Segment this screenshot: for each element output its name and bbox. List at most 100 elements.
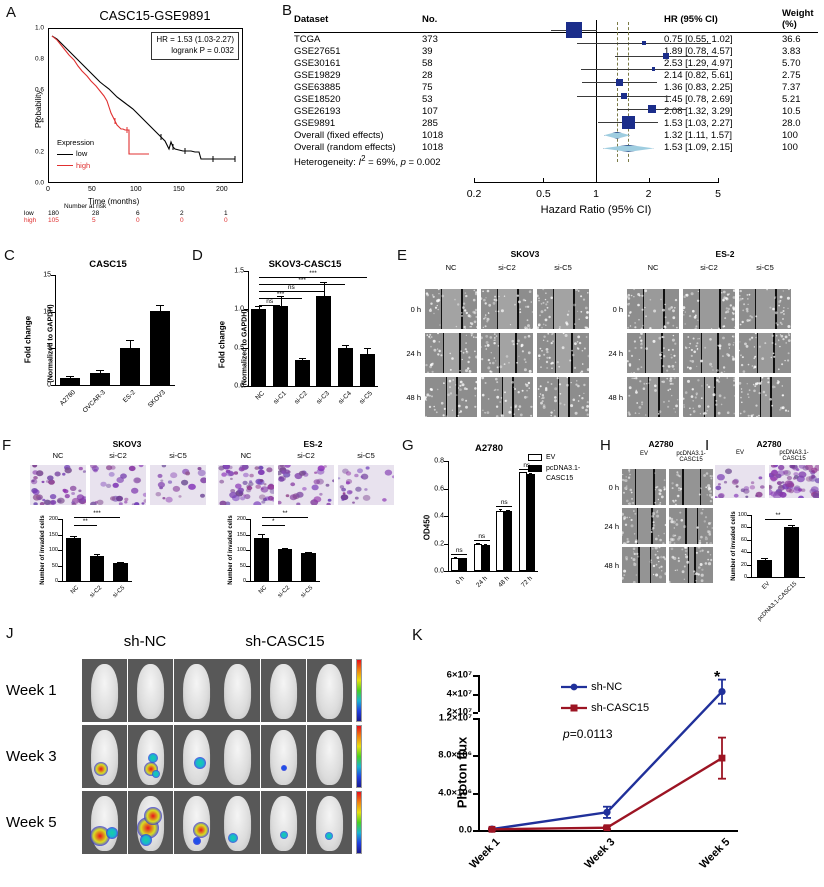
- y-tick-label: 2×10⁷: [410, 707, 472, 718]
- mouse-body: [224, 796, 252, 851]
- table-row: GSE63885 75 1.36 [0.83, 2.25] 7.37: [294, 81, 818, 93]
- y-tick-label: 0.5: [212, 344, 244, 351]
- row-header-48h: 48 h: [601, 393, 623, 402]
- wound-healing-image: [739, 333, 791, 373]
- x-axis: [62, 581, 132, 582]
- forest-dataset: TCGA: [294, 33, 422, 46]
- legend-swatch-ev: [528, 454, 542, 461]
- panel-b-heterogeneity: Heterogeneity: I2 = 69%, p = 0.002: [294, 153, 818, 168]
- bar: [451, 558, 459, 571]
- mouse-image: [128, 659, 173, 722]
- sig-label: *: [262, 518, 285, 525]
- stained-cells: [715, 465, 765, 498]
- sig-label: ***: [259, 277, 346, 284]
- wound-healing-image: [425, 377, 477, 417]
- sig-bar: [765, 519, 792, 520]
- invasion-image: [90, 465, 146, 505]
- panel-i-invasion-a2780: I A2780 EV pcDNA3.1-CASC15 0 20 40 60 80 100 EV p…: [705, 435, 824, 615]
- panel-b-table: Dataset No. HR (95% CI) Weight (%) TCGA 3…: [294, 8, 818, 168]
- panel-k-ylabel: Photon flux: [455, 703, 470, 843]
- mouse-image: [261, 725, 306, 788]
- luminescence-spot: [193, 837, 201, 845]
- y-tick: [58, 566, 62, 567]
- panel-i-content: EV pcDNA3.1-CASC15 0 20 40 60 80 100 EV pcDNA3.1-…: [705, 435, 824, 615]
- panel-h-image-grid: EV pcDNA3.1-CASC15 0 h 24 h 48 h: [600, 435, 710, 615]
- legend-marker-shnc: [560, 682, 588, 692]
- error-cap: [305, 552, 312, 553]
- forest-n: 53: [422, 93, 474, 105]
- panel-c-title: CASC15: [38, 259, 178, 270]
- mouse-image: [215, 791, 260, 854]
- panel-k-label: K: [412, 627, 423, 645]
- wound-healing-image: [425, 289, 477, 329]
- axis-tick-2: [649, 178, 650, 183]
- wound-healing-image: [683, 289, 735, 329]
- column-header-NC: NC: [425, 263, 477, 272]
- y-tick-label: 4.0×10⁶: [410, 787, 472, 798]
- error-cap: [342, 345, 349, 346]
- panel-f-ylabel-SKOV3: Number of invaded cells: [40, 507, 46, 593]
- forest-hr-ci: 2.53 [1.29, 4.97]: [664, 57, 772, 69]
- bar: [496, 511, 504, 571]
- panel-k-sig-star: *: [714, 669, 720, 687]
- col-header-plot: [474, 8, 664, 33]
- y-tick: [244, 309, 248, 310]
- wound-healing-image: [627, 333, 679, 373]
- luminescence-spot: [193, 822, 209, 838]
- mouse-image: [261, 659, 306, 722]
- forest-weight: 7.37: [772, 81, 818, 93]
- table-row: GSE27651 39 1.89 [0.78, 4.57] 3.83: [294, 45, 818, 57]
- sig-label: ns: [519, 462, 535, 469]
- sig-label: ***: [74, 510, 121, 517]
- sig-label: ns: [496, 499, 512, 506]
- mouse-image: [307, 659, 352, 722]
- error-cap: [94, 554, 101, 555]
- color-scale-bar: [356, 791, 362, 854]
- y-axis: [62, 519, 63, 581]
- sig-bar: [259, 305, 281, 306]
- forest-weight: 100: [772, 141, 818, 153]
- invasion-image: [30, 465, 86, 505]
- x-axis: [751, 577, 805, 578]
- bar: [338, 348, 353, 386]
- column-header-si-C5: si-C5: [338, 451, 394, 460]
- y-tick-label: 8.0×10⁶: [410, 750, 472, 761]
- column-header-1: pcDNA3.1-CASC15: [769, 450, 819, 463]
- row-header-48h: 48 h: [399, 393, 421, 402]
- col-header-hr: HR (95% CI): [664, 8, 772, 33]
- error-cap: [761, 558, 768, 559]
- sig-label: **: [74, 518, 97, 525]
- luminescence-spot: [281, 765, 287, 771]
- forest-hr-ci: 1.89 [0.78, 4.57]: [664, 45, 772, 57]
- column-header-si-C5: si-C5: [150, 451, 206, 460]
- forest-n: 1018: [422, 141, 474, 153]
- x-tick-label: 0 h: [423, 575, 466, 618]
- sig-label: ns: [474, 533, 490, 540]
- forest-hr-ci: 1.32 [1.11, 1.57]: [664, 129, 772, 141]
- panel-f-chart-SKOV3: 0 50 100 150 200 NC si-C2 si-C5 ** ***: [62, 519, 132, 581]
- forest-hr-ci: 1.53 [1.03, 2.27]: [664, 117, 772, 129]
- sig-bar: [474, 540, 490, 541]
- x-axis: [248, 386, 378, 387]
- forest-n: 285: [422, 117, 474, 129]
- y-tick-label: 0.0: [410, 825, 472, 836]
- mouse-body: [137, 664, 165, 719]
- table-row: GSE18520 53 1.45 [0.78, 2.69] 5.21: [294, 93, 818, 105]
- mouse-body: [316, 730, 344, 785]
- mouse-body: [316, 796, 344, 851]
- sig-label: **: [765, 512, 792, 519]
- error-cap: [299, 358, 306, 359]
- y-tick: [747, 577, 751, 578]
- mouse-body: [270, 730, 298, 785]
- bar: [295, 360, 310, 386]
- mouse-image: [174, 725, 219, 788]
- legend-marker-shcasc15: [560, 703, 588, 713]
- forest-plot-cell: [474, 129, 664, 141]
- forest-plot-cell: [474, 105, 664, 117]
- bar: [90, 556, 105, 581]
- wound-healing-image: [683, 333, 735, 373]
- sig-bar: [259, 284, 346, 285]
- wound-healing-image: [622, 508, 666, 544]
- bar: [784, 527, 800, 577]
- panel-a-xtick-150: 150: [173, 186, 185, 193]
